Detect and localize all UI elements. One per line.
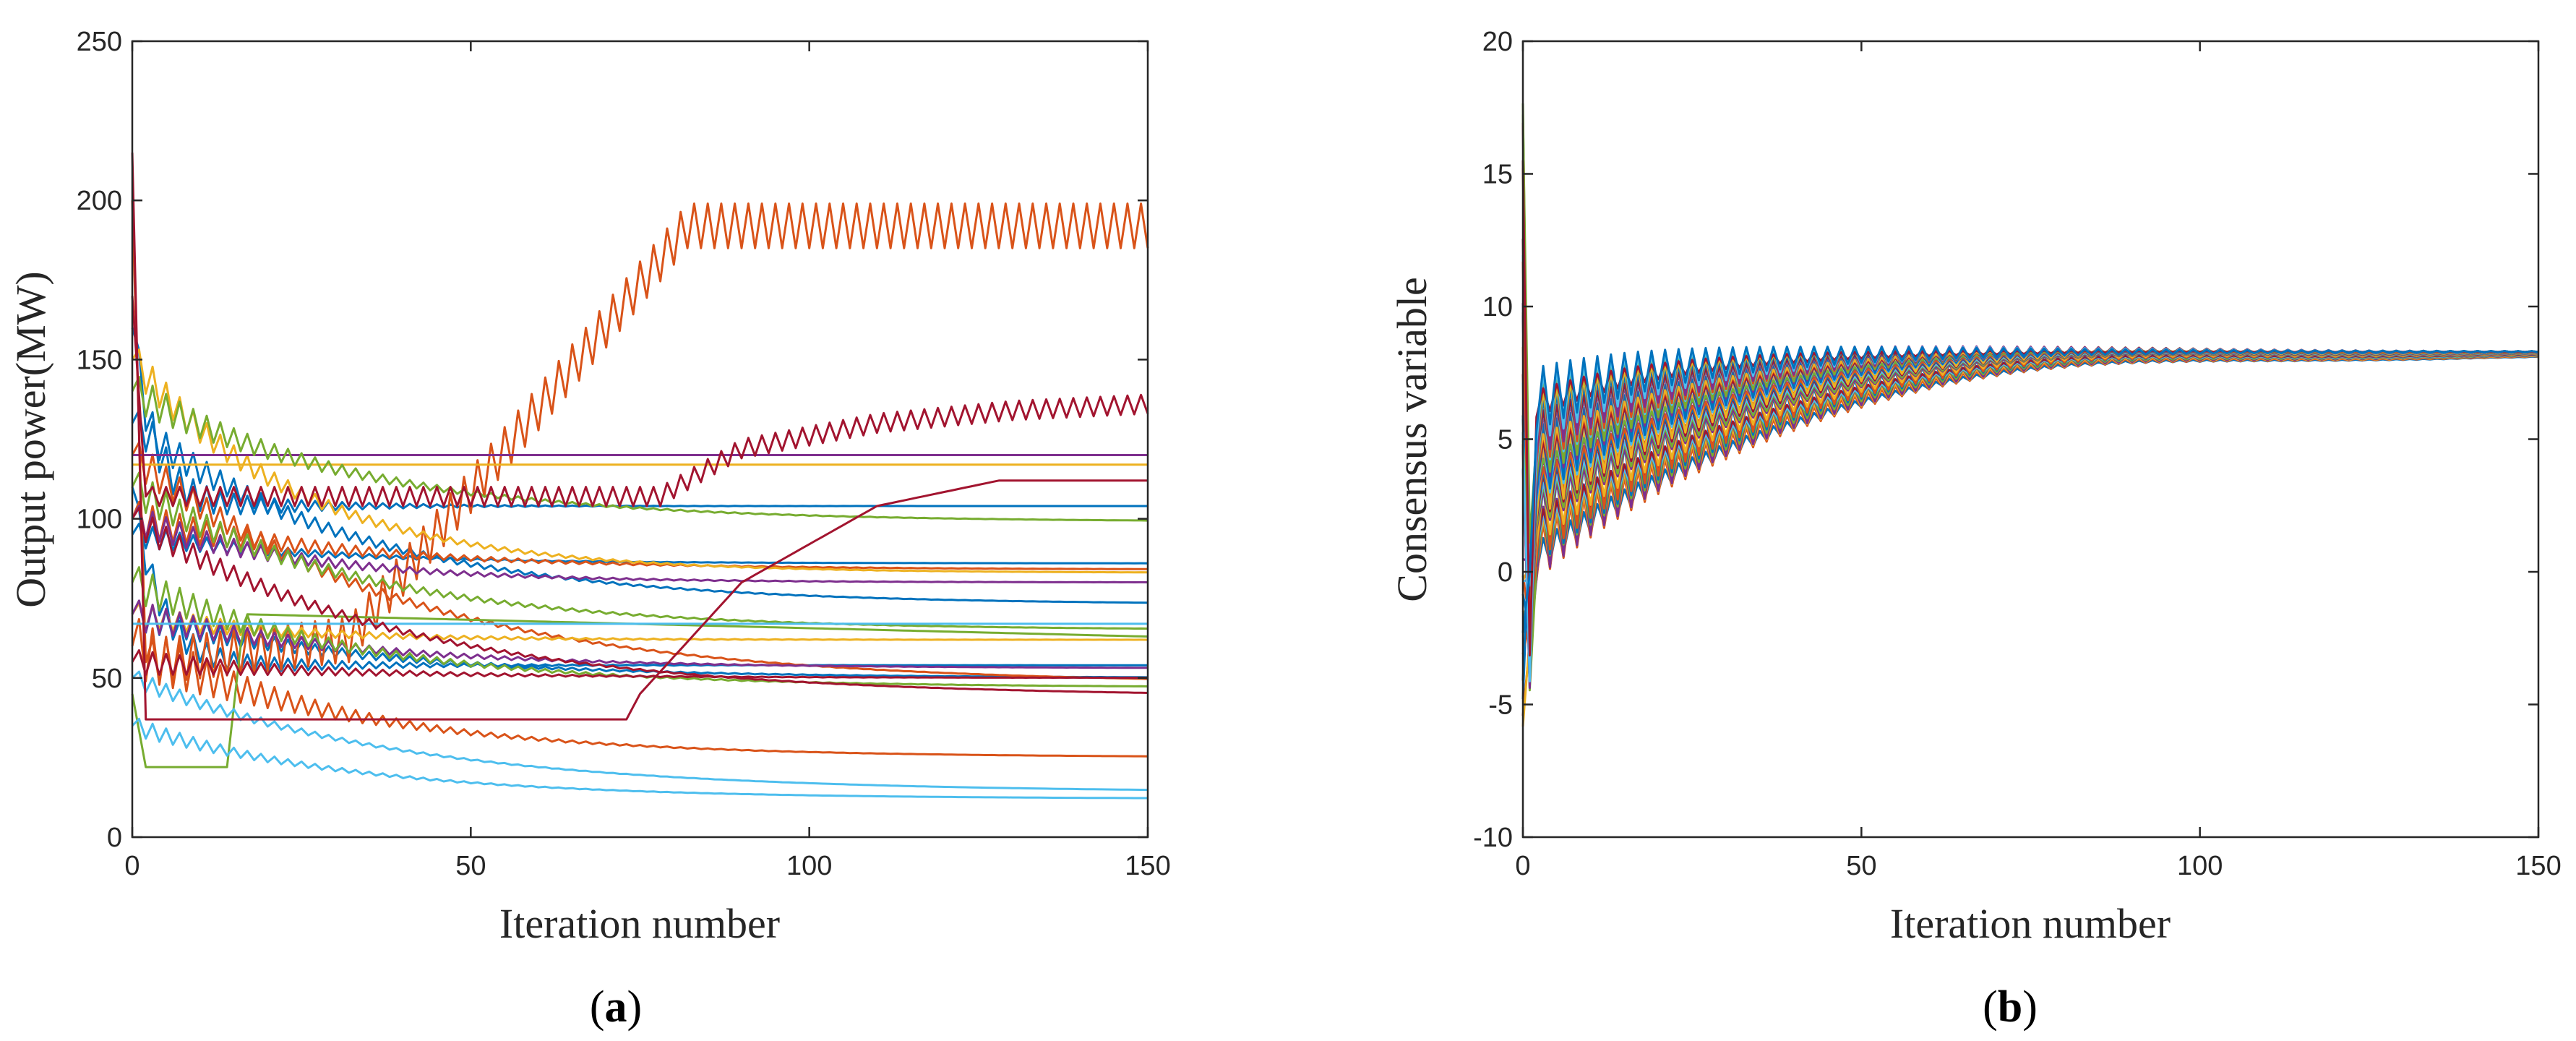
y-tick-label: 200 <box>77 186 122 216</box>
series-line-g2 <box>131 487 1148 672</box>
y-tick-label: 150 <box>77 345 122 375</box>
series-line-g21 <box>131 670 1149 792</box>
series-line-g1 <box>131 327 1148 515</box>
series-line-g15 <box>131 599 1149 669</box>
y-tick-label: 100 <box>77 505 122 535</box>
series-line-g5 <box>131 599 1149 679</box>
panel-a-caption: (a) <box>590 982 642 1032</box>
y-tick-label: 0 <box>1498 557 1513 588</box>
series-line-g25 <box>131 507 1149 694</box>
panel-b-series-group <box>1521 103 2539 727</box>
y-tick-label: -5 <box>1488 690 1513 721</box>
y-tick-label: 250 <box>77 27 122 57</box>
panel-a-plot-frame <box>131 40 1149 839</box>
series-line-g26 <box>131 649 1149 680</box>
panel-b-ticks: 0 50 100 150 -10 -5 0 5 10 15 20 <box>1473 27 2562 881</box>
series-line-g11 <box>131 602 1149 641</box>
y-tick-label: 5 <box>1498 425 1513 455</box>
x-tick-label: 0 <box>1515 851 1530 881</box>
series-line-g23 <box>131 153 1148 721</box>
y-tick-label: 15 <box>1482 160 1513 190</box>
panel-a-output-power-chart: 0 50 100 150 0 50 100 150 200 250 Iteration numbe… <box>7 27 1171 1032</box>
x-tick-label: 150 <box>2515 851 2561 881</box>
series-line-g10 <box>131 348 1149 574</box>
x-tick-label: 100 <box>2177 851 2223 881</box>
series-line-g4 <box>131 409 1149 604</box>
series-line-g14 <box>131 505 1149 583</box>
y-tick-label: -10 <box>1473 823 1513 853</box>
panel-a-x-axis-label: Iteration number <box>499 900 780 947</box>
series-line-g6 <box>131 500 1149 570</box>
y-tick-label: 20 <box>1482 27 1513 57</box>
series-line-g20 <box>131 717 1148 800</box>
y-tick-label: 10 <box>1482 292 1513 322</box>
consensus-series-36 <box>1521 346 2539 633</box>
panel-a-caption-letter: a <box>605 982 627 1032</box>
x-tick-label: 100 <box>786 851 832 881</box>
panel-b-x-axis-label: Iteration number <box>1890 900 2171 947</box>
panel-a-series-group <box>131 153 1149 800</box>
panel-b-caption-letter: b <box>1998 982 2022 1032</box>
series-line-g17 <box>131 471 1149 630</box>
panel-a-y-axis-label: Output power(MW) <box>7 271 54 608</box>
panel-b-y-axis-label: Consensus variable <box>1388 277 1435 601</box>
series-line-g8 <box>131 200 1149 685</box>
series-line-g24 <box>131 296 1149 507</box>
series-line-g7 <box>131 617 1149 758</box>
y-tick-label: 50 <box>92 664 122 694</box>
x-tick-label: 0 <box>124 851 139 881</box>
x-tick-label: 50 <box>455 851 486 881</box>
panel-b-caption: (b) <box>1983 982 2038 1032</box>
x-tick-label: 50 <box>1846 851 1876 881</box>
y-tick-label: 0 <box>107 823 122 853</box>
x-tick-label: 150 <box>1125 851 1170 881</box>
panel-a-ticks: 0 50 100 150 0 50 100 150 200 250 <box>77 27 1171 881</box>
series-line-g16 <box>131 375 1149 522</box>
